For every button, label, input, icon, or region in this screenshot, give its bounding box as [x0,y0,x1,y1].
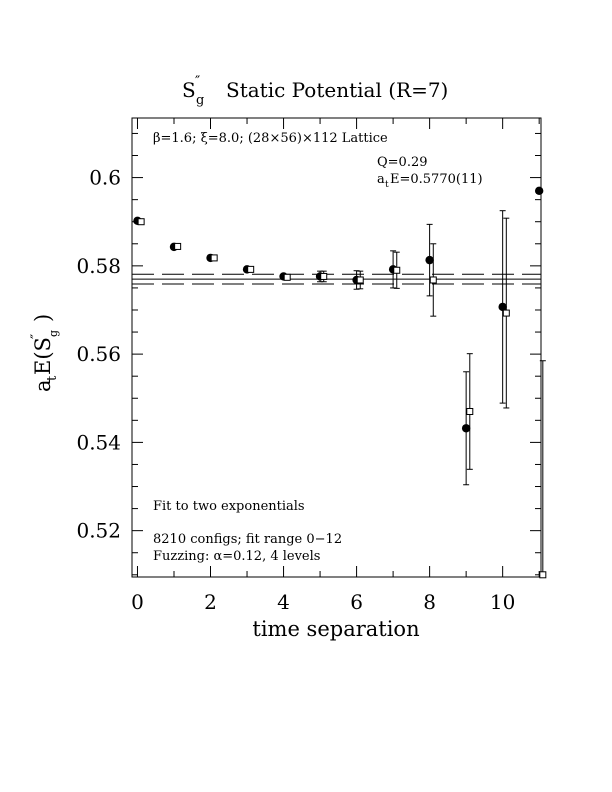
data-point-circle [498,302,507,312]
ylabel-t: t [45,375,60,381]
y-tick-label: 0.52 [76,519,121,543]
ylabel-sup: ″ [29,334,45,339]
ylabel-a: a [31,379,55,392]
data-point-square [356,276,364,284]
data-point-square [247,265,255,273]
ylabel-e: E(S [31,337,55,375]
y-tick-label: 0.6 [89,166,121,190]
data-point-square [429,276,437,284]
y-tick-label: 0.56 [76,342,121,366]
fuzzing-annotation: Fuzzing: α=0.12, 4 levels [153,549,320,564]
data-point-square [466,407,474,415]
data-point-square [283,273,291,281]
y-tick-label: 0.54 [76,430,121,454]
y-axis-label: a t E(S ″ g ) [29,314,60,392]
axis-ticks [132,118,541,577]
title-sup: ″ [195,74,200,90]
x-tick-label: 0 [131,590,144,614]
q-annotation: Q=0.29 [377,155,428,170]
plot-frame [131,117,542,578]
data-point-square [174,242,182,250]
x-tick-label: 10 [490,590,515,614]
fit-value-annotation: E=0.5770(11) [390,172,483,187]
data-point-circle [534,186,544,196]
data-points [133,186,547,579]
data-point-square [539,571,547,579]
chart-title: S ″ g Static Potential (R=7) [182,74,448,108]
configs-annotation: 8210 configs; fit range 0−12 [153,532,342,547]
title-sub: g [196,93,204,108]
data-point-circle [461,424,471,433]
fit-lines [132,273,541,285]
x-axis-label: time separation [252,617,419,641]
data-point-square [210,254,218,262]
fit-type-annotation: Fit to two exponentials [153,499,305,514]
data-point-circle [425,255,434,265]
annotations: β=1.6; ξ=8.0; (28×56)×112 Lattice Q=0.29… [153,131,483,564]
x-tick-label: 8 [423,590,436,614]
data-point-square [137,218,145,226]
tick-labels: 0 2 4 6 8 10 0.52 0.54 0.56 0.58 0.6 [76,166,515,614]
title-main: S [182,78,196,102]
x-tick-label: 6 [350,590,363,614]
fit-value-sub: t [385,180,389,190]
ylabel-g: g [47,330,60,337]
ylabel-close: ) [31,314,55,322]
x-tick-label: 2 [204,590,217,614]
data-point-square [393,266,401,274]
y-tick-label: 0.58 [76,254,121,278]
title-rest: Static Potential (R=7) [226,78,448,102]
lattice-annotation: β=1.6; ξ=8.0; (28×56)×112 Lattice [153,131,388,146]
data-point-square [320,272,328,280]
x-tick-label: 4 [277,590,290,614]
data-point-square [502,309,510,317]
fit-value-prefix: a [377,172,385,187]
